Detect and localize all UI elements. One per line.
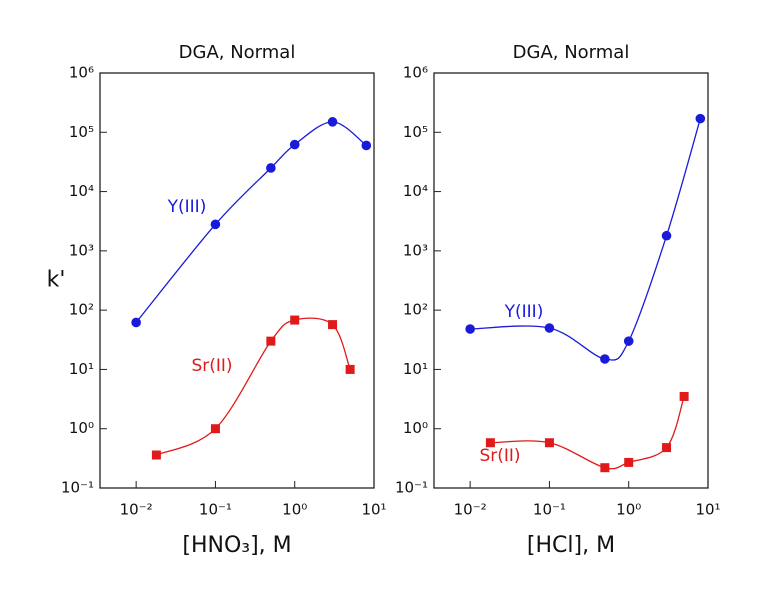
data-point [131,317,141,328]
y-tick-label: 10³ [69,241,94,259]
y-tick-label: 10⁻¹ [61,479,94,497]
y-tick-label: 10⁻¹ [395,479,428,497]
chart-title: DGA, Normal [179,42,296,63]
x-tick-label: 10⁰ [282,501,307,519]
x-axis-label: [HNO₃], M [182,533,291,558]
data-point [662,443,672,453]
y-tick-label: 10⁵ [69,123,94,141]
data-point [679,391,689,401]
y-tick-label: 10⁰ [69,419,94,437]
data-point [210,424,220,434]
y-axis-label: k' [47,268,66,293]
data-point [327,117,338,127]
y-tick-label: 10⁶ [403,64,428,82]
data-point [485,438,495,448]
plot-frame [99,72,375,489]
x-tick-label: 10¹ [361,501,386,519]
chart-title: DGA, Normal [513,42,630,63]
data-point [361,140,372,151]
data-point [328,320,338,330]
x-tick-label: 10⁻¹ [533,501,566,519]
y-tick-label: 10¹ [403,360,428,378]
y-tick-label: 10² [403,301,428,319]
data-point [661,230,672,241]
fit-curve [156,317,351,456]
y-tick-label: 10³ [403,241,428,259]
x-tick-label: 10⁰ [616,501,641,519]
y-tick-label: 10¹ [69,360,94,378]
data-point [695,113,706,124]
plot-frame [433,72,709,489]
fit-curve [135,121,367,323]
data-point [289,139,300,150]
y-tick-label: 10² [69,301,94,319]
series-label: Sr(II) [479,446,520,466]
data-point [151,450,161,460]
data-point [624,457,634,467]
data-point [623,336,634,346]
y-tick-label: 10⁵ [403,123,428,141]
x-tick-label: 10⁻² [120,501,153,519]
data-point [544,438,554,448]
data-point [544,323,555,333]
y-tick-label: 10⁰ [403,419,428,437]
data-point [465,324,475,334]
x-tick-label: 10⁻² [454,501,487,519]
series-label: Sr(II) [191,356,232,376]
y-tick-label: 10⁴ [403,182,428,200]
data-point [600,354,610,364]
x-tick-label: 10¹ [695,501,720,519]
data-point [345,364,355,374]
x-tick-label: 10⁻¹ [199,501,232,519]
data-point [266,163,276,173]
y-tick-label: 10⁶ [69,64,94,82]
series-label: Y(III) [167,197,207,217]
series-label: Y(III) [504,302,544,322]
data-point [290,315,300,325]
y-tick-label: 10⁴ [69,182,94,200]
data-point [600,463,610,473]
data-point [210,219,221,230]
x-axis-label: [HCl], M [527,533,615,558]
data-point [266,336,276,346]
